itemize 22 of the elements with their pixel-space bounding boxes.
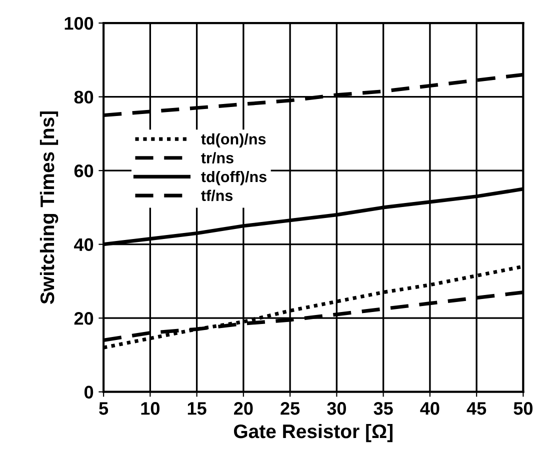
y-tick-label: 80 — [74, 90, 94, 104]
x-tick-label: 20 — [234, 402, 253, 415]
legend-label: td(off)/ns — [201, 170, 266, 186]
y-axis-title: Switching Times [ns] — [40, 111, 58, 304]
x-tick-label: 10 — [141, 402, 160, 415]
x-tick-label: 40 — [420, 402, 440, 415]
x-tick-label: 15 — [188, 402, 206, 415]
y-tick-label: 0 — [84, 386, 94, 399]
x-tick-label: 30 — [327, 402, 346, 415]
x-tick-label: 45 — [466, 402, 486, 415]
x-tick-label: 50 — [514, 402, 533, 415]
x-axis-title: Gate Resistor [Ω] — [234, 424, 392, 442]
legend-label: tr/ns — [201, 152, 234, 164]
x-tick-label: 35 — [374, 402, 393, 415]
x-tick-label: 5 — [99, 402, 108, 415]
y-tick-label: 60 — [74, 164, 94, 178]
x-tick-label: 25 — [280, 402, 300, 415]
legend-label: tf/ns — [201, 190, 233, 202]
y-tick-label: 40 — [74, 238, 94, 252]
y-tick-label: 20 — [74, 312, 94, 325]
legend-label: td(on)/ns — [201, 133, 266, 148]
y-tick-label: 100 — [64, 16, 94, 30]
